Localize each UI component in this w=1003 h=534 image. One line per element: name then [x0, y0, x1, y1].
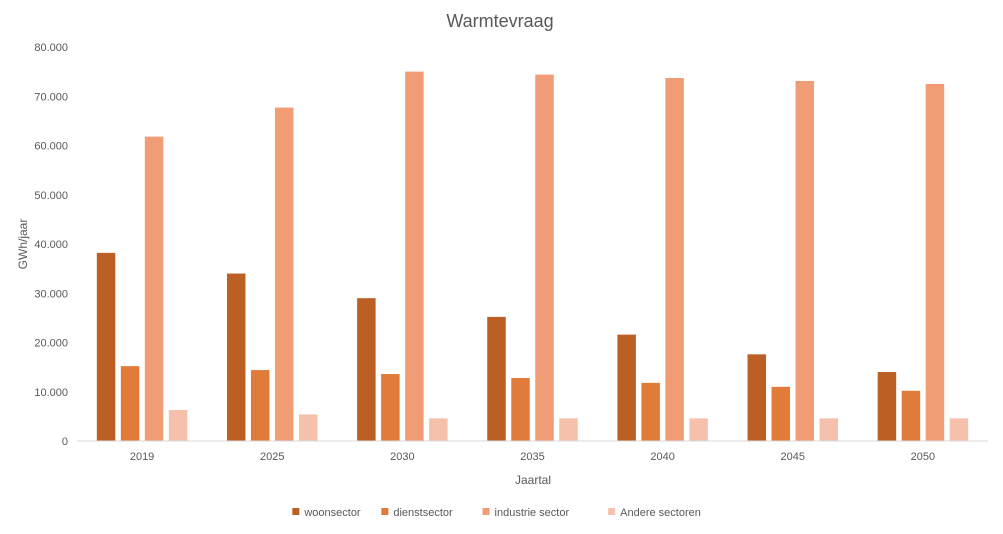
- bar-woonsector: [747, 354, 767, 441]
- bar-dienstsector: [901, 390, 921, 441]
- bar-industrie-sector: [795, 80, 815, 442]
- y-axis: 0 10.000 20.000 30.000 40.000 50.000 60.000 70.…: [34, 42, 68, 448]
- bar-industrie-sector: [274, 107, 294, 441]
- bar-industrie-sector: [925, 83, 945, 441]
- legend-swatch: [608, 508, 616, 515]
- x-tick-label: 2050: [911, 451, 935, 463]
- legend: woonsector dienstsector industrie sector An…: [292, 507, 701, 519]
- bar-industrie-sector: [405, 71, 424, 441]
- x-tick-label: 2035: [520, 451, 544, 463]
- legend-swatch: [482, 508, 490, 515]
- y-tick-label: 20.000: [34, 338, 68, 350]
- plot-area: [96, 71, 969, 442]
- bar-industrie-sector: [535, 74, 554, 441]
- bar-woonsector: [226, 273, 246, 441]
- y-tick-label: 30.000: [34, 288, 68, 300]
- bar-industrie-sector: [144, 136, 164, 441]
- legend-label: Andere sectoren: [620, 507, 701, 519]
- bar-woonsector: [357, 298, 376, 441]
- legend-label: woonsector: [303, 507, 361, 519]
- bar-andere-sectoren: [689, 418, 708, 441]
- bar-andere-sectoren: [559, 418, 578, 441]
- y-tick-label: 70.000: [34, 91, 68, 103]
- x-tick-label: 2025: [260, 451, 284, 463]
- bar-dienstsector: [381, 374, 400, 441]
- legend-swatch: [381, 508, 389, 515]
- y-tick-label: 60.000: [34, 141, 68, 153]
- bar-dienstsector: [771, 386, 791, 441]
- y-tick-label: 10.000: [34, 387, 68, 399]
- x-axis: 2019 2025 2030 2035 2040 2045 2050: [130, 451, 935, 463]
- bar-andere-sectoren: [819, 418, 839, 441]
- x-tick-label: 2040: [650, 451, 674, 463]
- bar-andere-sectoren: [949, 418, 969, 441]
- bar-woonsector: [487, 316, 506, 441]
- legend-swatch: [292, 508, 300, 515]
- bar-andere-sectoren: [298, 414, 318, 441]
- bar-industrie-sector: [665, 78, 684, 441]
- bar-andere-sectoren: [168, 409, 188, 441]
- y-tick-label: 0: [62, 436, 68, 448]
- x-tick-label: 2019: [130, 451, 154, 463]
- bar-dienstsector: [641, 382, 660, 441]
- bar-woonsector: [96, 252, 116, 441]
- bar-dienstsector: [250, 370, 270, 441]
- y-tick-label: 40.000: [34, 239, 68, 251]
- bar-woonsector: [617, 334, 636, 441]
- bar-andere-sectoren: [429, 418, 448, 441]
- legend-label: industrie sector: [495, 507, 570, 519]
- x-tick-label: 2045: [781, 451, 805, 463]
- bar-dienstsector: [120, 366, 140, 441]
- bar-dienstsector: [511, 377, 530, 441]
- y-axis-title: GWh/jaar: [16, 219, 30, 270]
- x-axis-title: Jaartal: [515, 473, 551, 487]
- y-tick-label: 50.000: [34, 190, 68, 202]
- chart-title: Warmtevraag: [446, 11, 553, 31]
- x-tick-label: 2030: [390, 451, 414, 463]
- legend-label: dienstsector: [393, 507, 453, 519]
- y-tick-label: 80.000: [34, 42, 68, 54]
- bar-woonsector: [877, 372, 897, 441]
